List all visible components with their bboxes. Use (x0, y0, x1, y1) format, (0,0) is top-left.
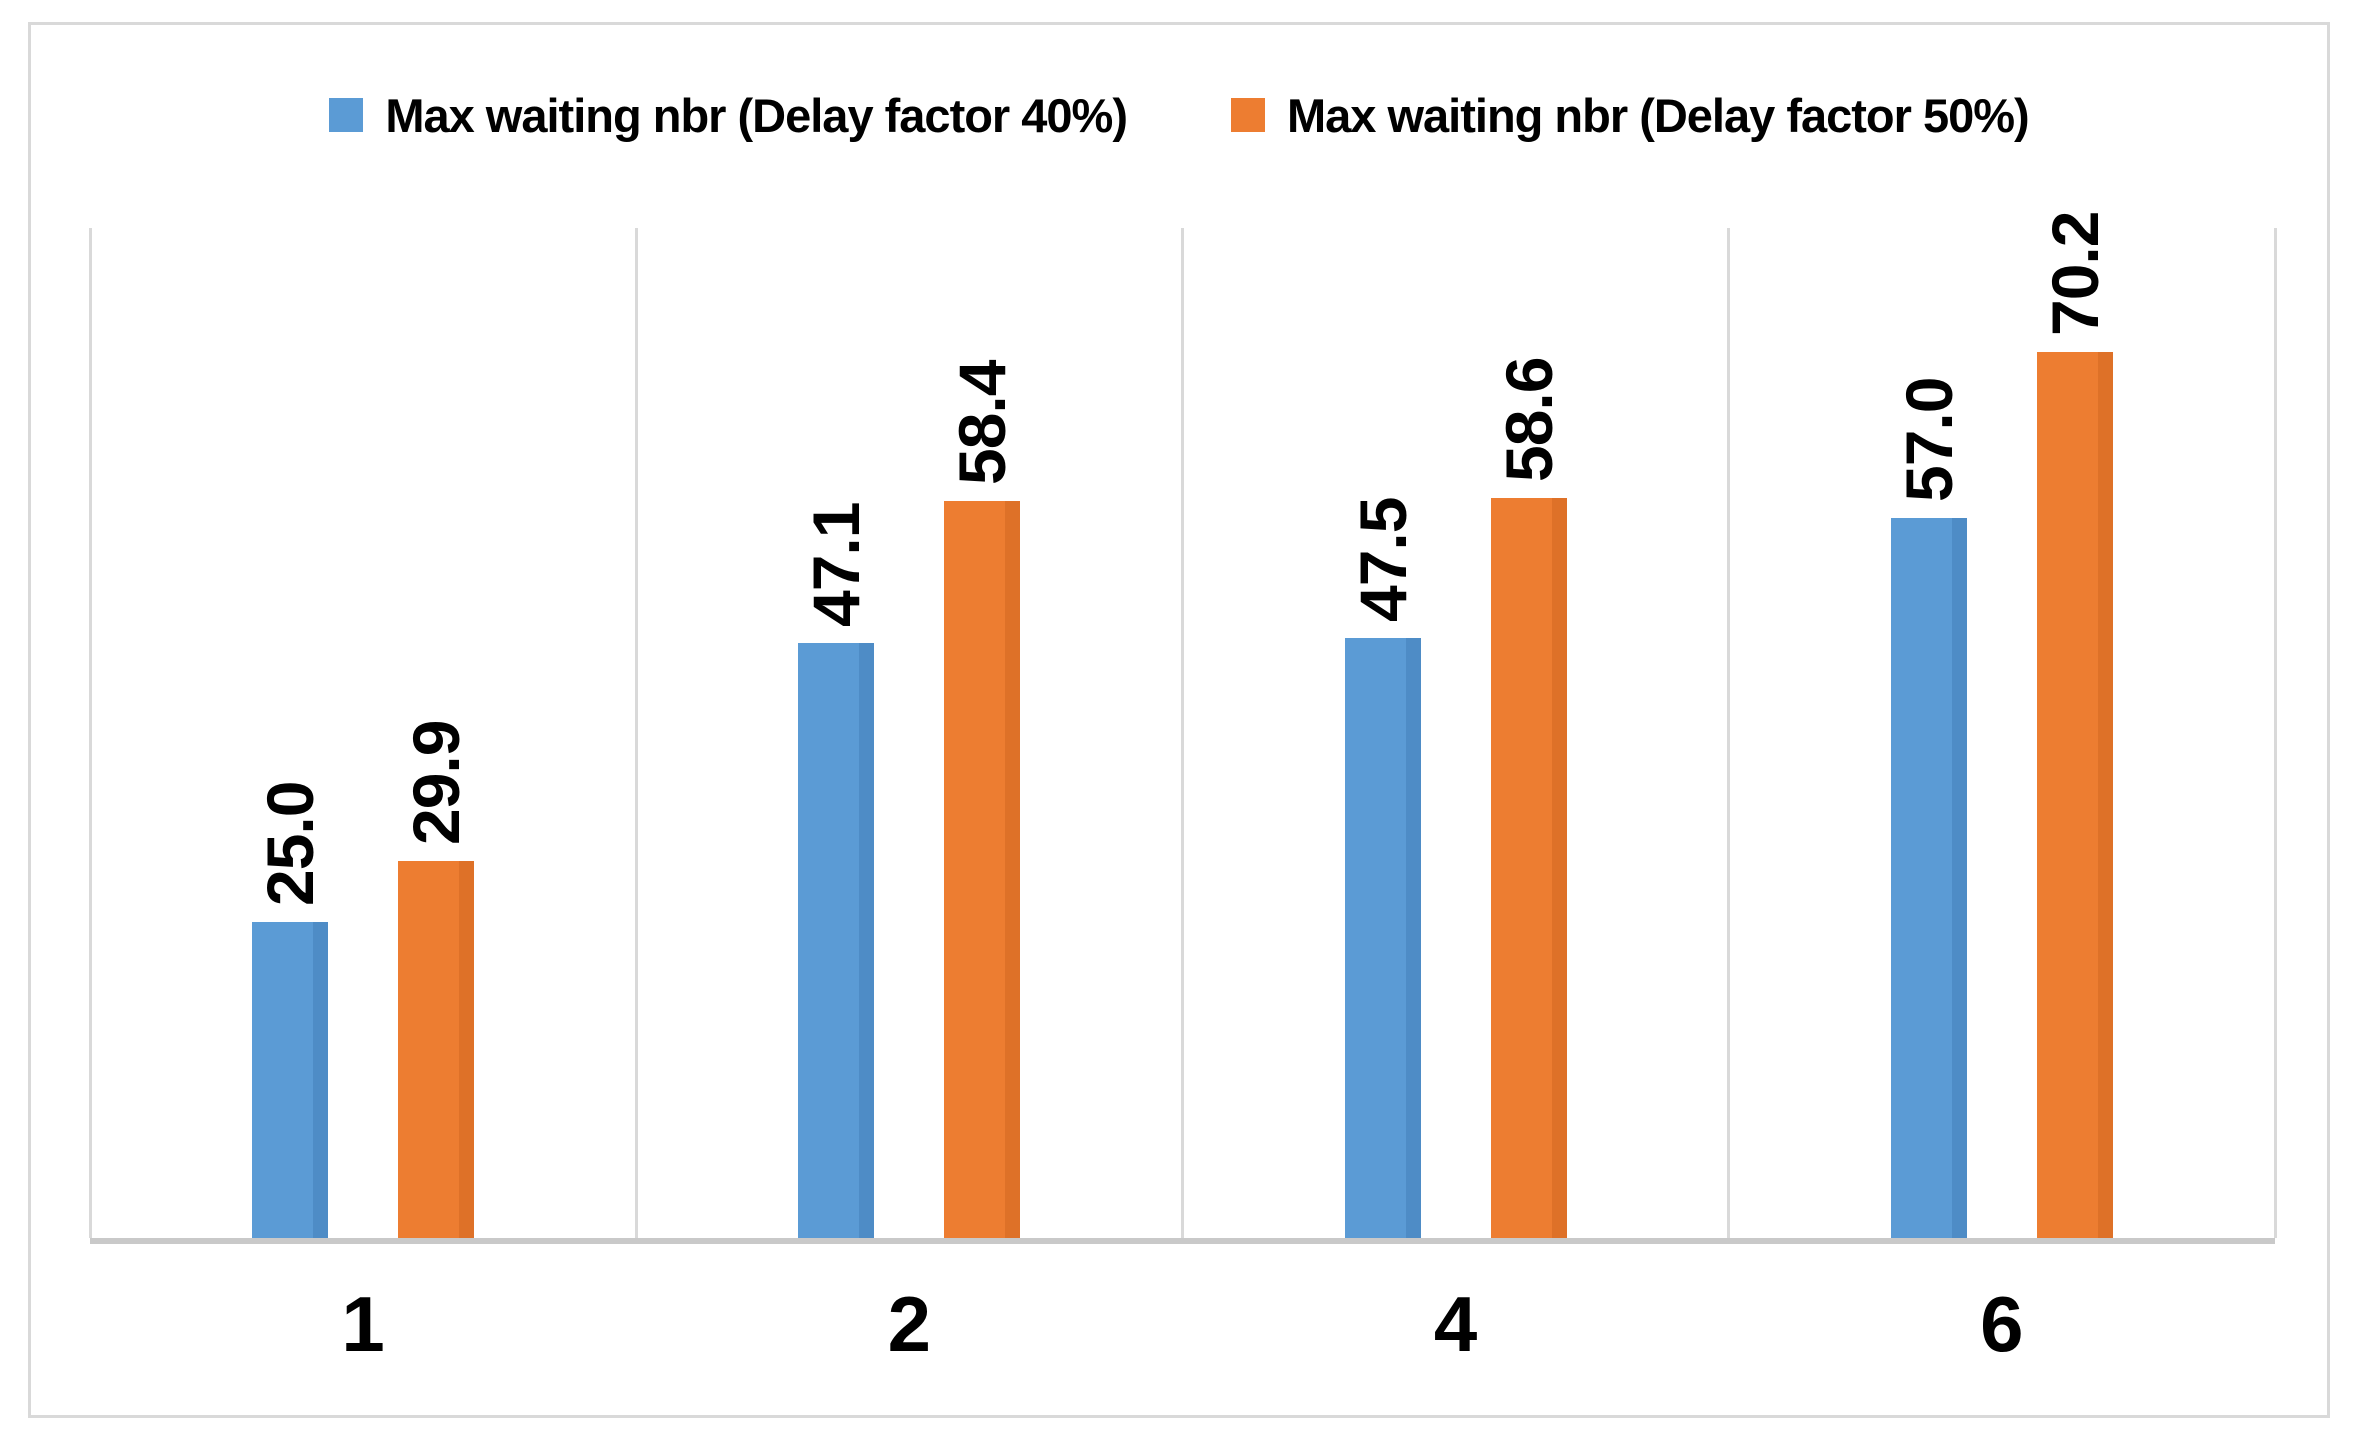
bar-value-label: 57.0 (1891, 377, 1966, 502)
bar-value-label: 70.2 (2037, 211, 2112, 336)
legend-label-series-1: Max waiting nbr (Delay factor 40%) (385, 88, 1128, 142)
chart-legend: Max waiting nbr (Delay factor 40%) Max w… (0, 76, 2358, 154)
legend-swatch-orange (1231, 98, 1265, 132)
bar-value-label: 25.0 (253, 781, 328, 906)
category-tick-label: 4 (1433, 1280, 1478, 1368)
category-tick-label: 2 (887, 1280, 932, 1368)
category-gridline (1181, 228, 1184, 1238)
category-tick-label: 1 (341, 1280, 385, 1368)
bar-series-1-cat-6 (1890, 518, 1967, 1238)
bar-value-label: 47.1 (799, 502, 874, 627)
bar-series-1-cat-4 (1344, 638, 1421, 1238)
legend-item-series-1: Max waiting nbr (Delay factor 40%) (329, 88, 1128, 142)
legend-swatch-blue (329, 98, 364, 132)
bar-series-2-cat-6 (2036, 352, 2113, 1238)
category-gridline (1727, 228, 1731, 1238)
bar-series-1-cat-2 (798, 643, 875, 1238)
category-gridline (2273, 228, 2277, 1238)
bar-value-label: 29.9 (399, 720, 474, 845)
bar-series-2-cat-4 (1490, 498, 1567, 1238)
bar-series-2-cat-1 (398, 861, 475, 1238)
legend-item-series-2: Max waiting nbr (Delay factor 50%) (1231, 88, 2030, 142)
legend-label-series-2: Max waiting nbr (Delay factor 50%) (1287, 88, 2030, 142)
bar-series-2-cat-2 (944, 501, 1021, 1238)
category-tick-label: 6 (1980, 1280, 2024, 1368)
bar-value-label: 47.5 (1345, 497, 1420, 622)
bar-series-1-cat-1 (252, 922, 329, 1238)
category-gridline (88, 228, 92, 1238)
category-gridline (634, 228, 638, 1238)
bar-value-label: 58.6 (1491, 357, 1566, 482)
bar-value-label: 58.4 (945, 360, 1020, 485)
x-axis-line (90, 1238, 2275, 1244)
